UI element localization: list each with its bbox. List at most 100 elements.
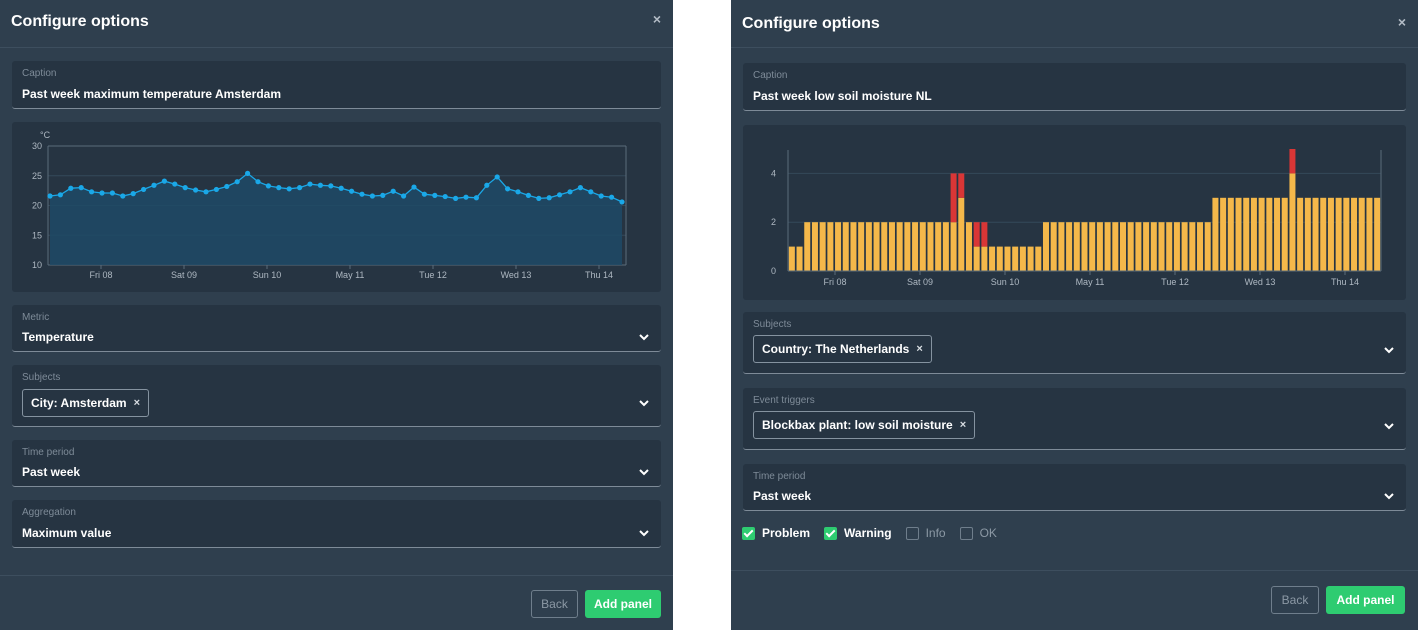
warning-bar	[950, 222, 957, 271]
event-trigger-chip[interactable]: Blockbax plant: low soil moisture ×	[753, 411, 976, 439]
add-panel-button[interactable]: Add panel	[1326, 586, 1405, 614]
warning-bar	[989, 246, 996, 271]
checkbox-checked-icon[interactable]	[742, 526, 755, 540]
chevron-down-icon[interactable]	[1382, 343, 1396, 357]
dialog-footer: Back Add panel	[0, 575, 673, 630]
temperature-point	[609, 194, 615, 200]
y-tick-label: 2	[771, 217, 776, 227]
soil-moisture-chart: 4 2 0 Fri 08 Sat 09 Sun 10 May 11 Tue 12 Wed 13 T…	[743, 125, 1406, 300]
warning-bar	[819, 222, 826, 271]
add-panel-button[interactable]: Add panel	[585, 590, 661, 618]
temperature-point	[380, 192, 386, 198]
warning-bar	[1312, 197, 1319, 271]
x-tick-label: Wed 13	[1245, 277, 1276, 287]
caption-label: Caption	[753, 70, 788, 81]
warning-bar	[912, 222, 919, 271]
event-triggers-select[interactable]: Event triggers Blockbax plant: low soil …	[743, 388, 1406, 450]
warning-bar	[811, 222, 818, 271]
temperature-point	[172, 181, 178, 187]
state-filter-checkboxes: Problem Warning Info OK	[742, 526, 1011, 540]
warning-bar	[1181, 222, 1188, 271]
warning-bar	[1274, 197, 1281, 271]
x-tick-label: Sat 09	[907, 277, 933, 287]
warning-checkbox[interactable]: Warning	[824, 526, 892, 540]
warning-bar	[1266, 197, 1273, 271]
temperature-point	[328, 183, 334, 189]
checkbox-checked-icon[interactable]	[824, 526, 838, 540]
warning-bar	[1335, 197, 1342, 271]
metric-select[interactable]: Metric Temperature	[12, 305, 661, 352]
warning-bar	[1235, 197, 1242, 271]
info-checkbox[interactable]: Info	[905, 526, 946, 540]
x-tick-label: May 11	[336, 270, 365, 280]
warning-bar	[1120, 222, 1127, 271]
caption-field[interactable]: Caption Past week low soil moisture NL	[743, 63, 1406, 111]
temperature-point	[598, 193, 604, 199]
event-triggers-label: Event triggers	[753, 395, 815, 406]
chevron-down-icon[interactable]	[637, 396, 651, 410]
ok-checkbox[interactable]: OK	[959, 526, 997, 540]
temperature-point	[515, 189, 521, 195]
back-button[interactable]: Back	[531, 590, 578, 618]
warning-bar	[888, 222, 895, 271]
warning-bar	[1066, 222, 1073, 271]
warning-bar	[1220, 197, 1227, 271]
warning-bar	[965, 222, 972, 271]
dialog-footer: Back Add panel	[731, 570, 1418, 630]
chevron-down-icon[interactable]	[637, 526, 651, 540]
y-tick-label: 4	[771, 168, 776, 178]
temperature-point	[484, 182, 490, 188]
temperature-point	[505, 186, 511, 192]
checkbox-unchecked-icon[interactable]	[959, 526, 973, 540]
close-icon[interactable]: ×	[1397, 14, 1406, 30]
remove-chip-icon[interactable]: ×	[133, 397, 141, 409]
chevron-down-icon[interactable]	[1382, 419, 1396, 433]
subjects-select[interactable]: Subjects City: Amsterdam ×	[12, 365, 661, 427]
warning-bar	[1258, 197, 1265, 271]
y-tick-label: 25	[32, 171, 42, 181]
caption-input[interactable]: Past week maximum temperature Amsterdam	[22, 87, 281, 101]
y-tick-label: 15	[32, 230, 42, 240]
warning-bar	[858, 222, 865, 271]
time-period-select[interactable]: Time period Past week	[12, 440, 661, 487]
subjects-label: Subjects	[753, 319, 792, 330]
back-button[interactable]: Back	[1271, 586, 1319, 614]
close-icon[interactable]: ×	[652, 11, 661, 27]
temperature-point	[317, 182, 323, 188]
warning-bar	[958, 197, 965, 271]
temperature-point	[99, 190, 105, 196]
warning-label: Warning	[844, 526, 892, 540]
chevron-down-icon[interactable]	[637, 465, 651, 479]
warning-bar	[842, 222, 849, 271]
checkbox-unchecked-icon[interactable]	[905, 526, 919, 540]
caption-label: Caption	[22, 68, 57, 79]
warning-bar	[835, 222, 842, 271]
temperature-point	[421, 191, 427, 197]
chevron-down-icon[interactable]	[637, 330, 651, 344]
time-period-select[interactable]: Time period Past week	[743, 464, 1406, 511]
temperature-point	[245, 170, 251, 176]
temperature-point	[557, 192, 563, 198]
warning-bar	[804, 222, 811, 271]
x-tick-label: Fri 08	[823, 277, 846, 287]
y-tick-label: 20	[32, 201, 42, 211]
time-period-label: Time period	[753, 471, 806, 482]
subject-chip[interactable]: Country: The Netherlands ×	[753, 335, 932, 363]
aggregation-select[interactable]: Aggregation Maximum value	[12, 500, 661, 548]
subject-chip[interactable]: City: Amsterdam ×	[22, 389, 150, 417]
subjects-select[interactable]: Subjects Country: The Netherlands ×	[743, 312, 1406, 374]
temperature-line-chart: °C30 25 20 15 10 Fri 08 Sat 09 Sun 10 May 11 Tue …	[32, 130, 627, 280]
temperature-point	[151, 182, 157, 188]
temperature-point	[588, 189, 594, 195]
warning-bar	[1351, 197, 1358, 271]
caption-input[interactable]: Past week low soil moisture NL	[753, 89, 932, 103]
temperature-point	[286, 186, 292, 192]
caption-field[interactable]: Caption Past week maximum temperature Am…	[12, 61, 661, 109]
temperature-chart: °C 30 25 20 15 10 Fri 08 Sat 09 Sun 10 May 11 Tue …	[12, 122, 661, 292]
problem-checkbox[interactable]: Problem	[742, 526, 810, 540]
remove-chip-icon[interactable]: ×	[916, 343, 923, 355]
remove-chip-icon[interactable]: ×	[959, 419, 967, 431]
warning-bar	[865, 222, 872, 271]
temperature-point	[401, 193, 407, 199]
chevron-down-icon[interactable]	[1382, 489, 1396, 503]
